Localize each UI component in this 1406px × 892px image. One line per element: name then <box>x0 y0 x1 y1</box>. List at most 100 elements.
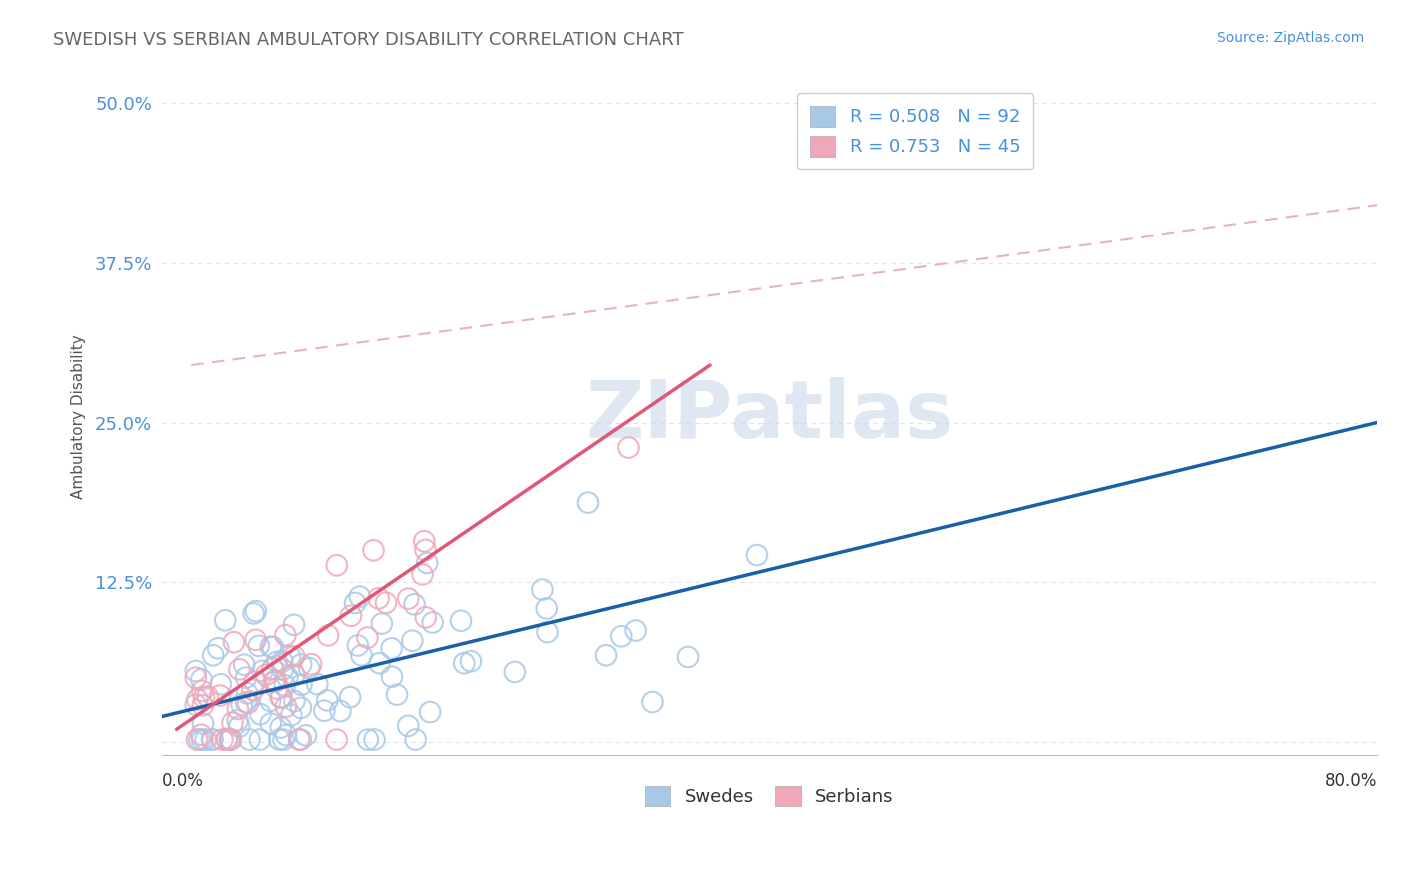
Point <box>617 441 640 455</box>
Point <box>460 654 482 668</box>
Point <box>531 582 554 597</box>
Point <box>676 650 699 665</box>
Point <box>218 732 240 747</box>
Point <box>238 732 260 747</box>
Point <box>262 640 284 654</box>
Point <box>290 732 312 747</box>
Text: ZIPatlas: ZIPatlas <box>585 377 953 455</box>
Point <box>235 695 257 709</box>
Point <box>270 690 292 705</box>
Point <box>270 721 292 735</box>
Point <box>209 677 232 691</box>
Point <box>252 664 274 678</box>
Point <box>240 682 263 697</box>
Point <box>576 496 599 510</box>
Point <box>274 699 297 714</box>
Point <box>260 640 283 654</box>
Point <box>207 641 229 656</box>
Point <box>453 657 475 671</box>
Point <box>243 674 266 689</box>
Point <box>214 613 236 627</box>
Point <box>375 596 398 610</box>
Point <box>236 686 259 700</box>
Point <box>193 690 215 705</box>
Point <box>197 690 219 704</box>
Point <box>209 689 232 703</box>
Point <box>363 543 385 558</box>
Point <box>371 616 394 631</box>
Point <box>247 639 270 653</box>
Point <box>595 648 617 663</box>
Point <box>263 674 285 689</box>
Point <box>385 688 408 702</box>
Point <box>401 633 423 648</box>
Point <box>184 671 207 685</box>
Point <box>273 732 295 747</box>
Point <box>242 607 264 621</box>
Point <box>211 732 233 747</box>
Point <box>184 664 207 678</box>
Point <box>236 696 259 710</box>
Point <box>271 654 294 668</box>
Point <box>233 657 256 672</box>
Point <box>283 694 305 708</box>
Point <box>191 716 214 731</box>
Point <box>269 690 291 705</box>
Point <box>422 615 444 630</box>
Point <box>228 662 250 676</box>
Point <box>325 732 347 747</box>
Point <box>271 663 294 677</box>
Point <box>222 635 245 649</box>
Point <box>290 657 312 672</box>
Point <box>347 639 370 653</box>
Point <box>419 705 441 719</box>
Point <box>624 624 647 638</box>
Point <box>188 732 211 747</box>
Point <box>340 608 363 623</box>
Point <box>329 704 352 718</box>
Point <box>190 728 212 742</box>
Point <box>186 732 208 747</box>
Point <box>249 707 271 722</box>
Point <box>295 728 318 742</box>
Text: SWEDISH VS SERBIAN AMBULATORY DISABILITY CORRELATION CHART: SWEDISH VS SERBIAN AMBULATORY DISABILITY… <box>53 31 685 49</box>
Point <box>266 681 288 696</box>
Point <box>314 704 336 718</box>
Point <box>191 684 214 698</box>
Point <box>274 628 297 642</box>
Point <box>536 625 558 640</box>
Point <box>219 732 242 747</box>
Point <box>269 732 291 747</box>
Point <box>381 641 404 656</box>
Point <box>280 708 302 723</box>
Point <box>283 649 305 664</box>
Point <box>412 567 434 582</box>
Point <box>254 668 277 682</box>
Point <box>288 732 311 747</box>
Point <box>339 690 361 705</box>
Text: Source: ZipAtlas.com: Source: ZipAtlas.com <box>1216 31 1364 45</box>
Point <box>350 648 373 663</box>
Point <box>610 629 633 643</box>
Point <box>219 732 242 747</box>
Point <box>356 631 378 645</box>
Point <box>283 617 305 632</box>
Point <box>266 655 288 669</box>
Point <box>231 698 253 712</box>
Point <box>226 702 249 716</box>
Point <box>262 662 284 676</box>
Point <box>405 732 427 747</box>
Point <box>191 698 214 713</box>
Point <box>316 693 339 707</box>
Point <box>745 548 768 562</box>
Point <box>415 610 437 624</box>
Text: 0.0%: 0.0% <box>162 772 204 789</box>
Point <box>184 698 207 712</box>
Point <box>274 728 297 742</box>
Point <box>416 556 439 570</box>
Point <box>202 648 225 663</box>
Point <box>415 543 437 558</box>
Point <box>298 661 321 675</box>
Point <box>326 558 349 573</box>
Point <box>349 590 371 604</box>
